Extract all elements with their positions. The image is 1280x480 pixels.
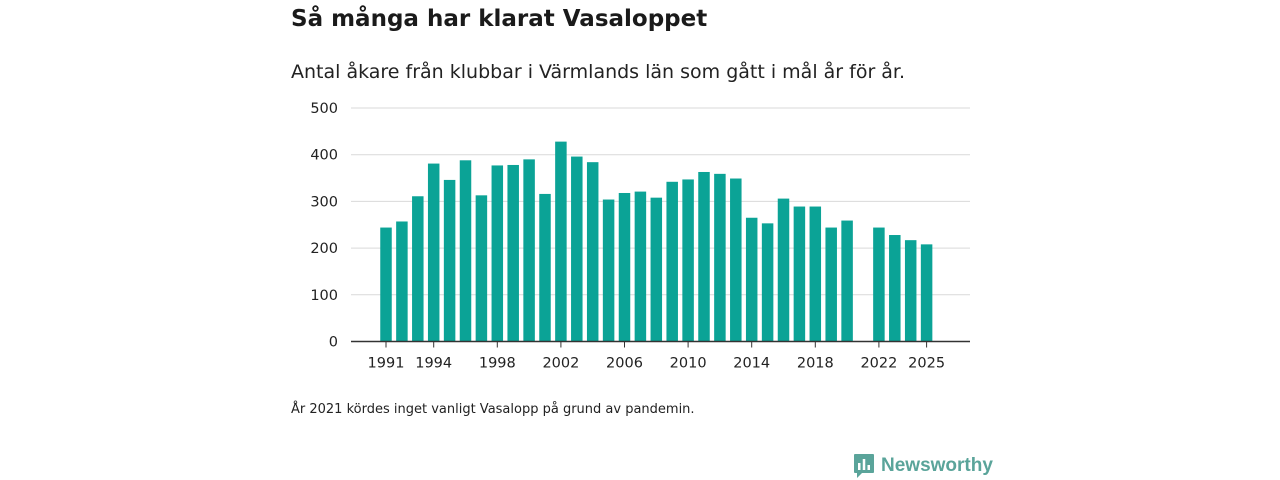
bar-2011	[698, 171, 710, 342]
bars	[380, 141, 933, 342]
bar-2019	[825, 227, 837, 342]
bar-2005	[602, 199, 615, 342]
bar-2006	[618, 192, 631, 342]
footnote: År 2021 kördes inget vanligt Vasalopp på…	[291, 402, 695, 417]
newsworthy-logo-icon	[854, 454, 874, 478]
y-axis-ticks: 0 100 200 300 400 500	[310, 101, 338, 351]
bar-1992	[396, 221, 408, 342]
chart-title: Så många har klarat Vasaloppet	[291, 6, 708, 32]
bar-2018	[809, 206, 822, 342]
bar-2024	[904, 240, 917, 342]
bar-2025	[920, 244, 933, 342]
x-tick-label: 2010	[670, 356, 707, 372]
x-tick-label: 1991	[368, 356, 405, 372]
x-tick-label: 2002	[542, 356, 579, 372]
bar-2003	[571, 156, 583, 342]
newsworthy-brand: Newsworthy	[853, 453, 993, 479]
y-tick-label: 100	[310, 288, 338, 304]
x-tick-label: 2018	[797, 356, 834, 372]
bar-1997	[475, 195, 488, 342]
y-tick-label: 400	[310, 148, 338, 164]
bar-2022	[873, 227, 885, 342]
bar-2014	[745, 217, 758, 342]
bar-2000	[523, 159, 535, 342]
bar-2023	[889, 235, 901, 342]
x-tick-label: 1998	[479, 356, 516, 372]
bar-1998	[491, 165, 504, 342]
x-axis-ticks: 1991 1994 1998 2002 2006 2010 2014 2018 2022 2025	[368, 341, 945, 372]
bar-2013	[730, 178, 742, 342]
bar-2017	[793, 206, 806, 342]
bar-2020	[841, 220, 853, 342]
bar-1994	[427, 163, 440, 342]
bar-1996	[459, 160, 472, 342]
y-tick-label: 500	[310, 101, 338, 117]
bar-2016	[777, 198, 790, 342]
bar-chart: 0 100 200 300 400 500 1991 1994 1998 2002 2006 201…	[310, 101, 970, 372]
bar-2009	[666, 181, 678, 342]
bar-2010	[682, 179, 694, 342]
bar-1999	[507, 164, 519, 342]
bar-1991	[380, 227, 392, 342]
bar-2012	[714, 173, 726, 342]
bar-2008	[650, 197, 663, 342]
x-tick-label: 1994	[415, 356, 452, 372]
chart-subtitle: Antal åkare från klubbar i Värmlands län…	[291, 61, 906, 83]
y-tick-label: 200	[310, 241, 338, 257]
x-tick-label: 2014	[733, 356, 770, 372]
bar-2015	[761, 223, 774, 342]
x-tick-label: 2025	[908, 356, 945, 372]
bar-1995	[443, 179, 456, 342]
bar-1993	[412, 196, 424, 342]
x-tick-label: 2006	[606, 356, 643, 372]
bar-2007	[634, 191, 647, 342]
y-tick-label: 300	[310, 194, 338, 210]
bar-2002	[555, 141, 567, 342]
brand-name: Newsworthy	[881, 455, 993, 476]
y-tick-label: 0	[329, 335, 338, 351]
bar-2001	[539, 193, 551, 342]
bar-2004	[586, 162, 599, 342]
x-tick-label: 2022	[860, 356, 897, 372]
